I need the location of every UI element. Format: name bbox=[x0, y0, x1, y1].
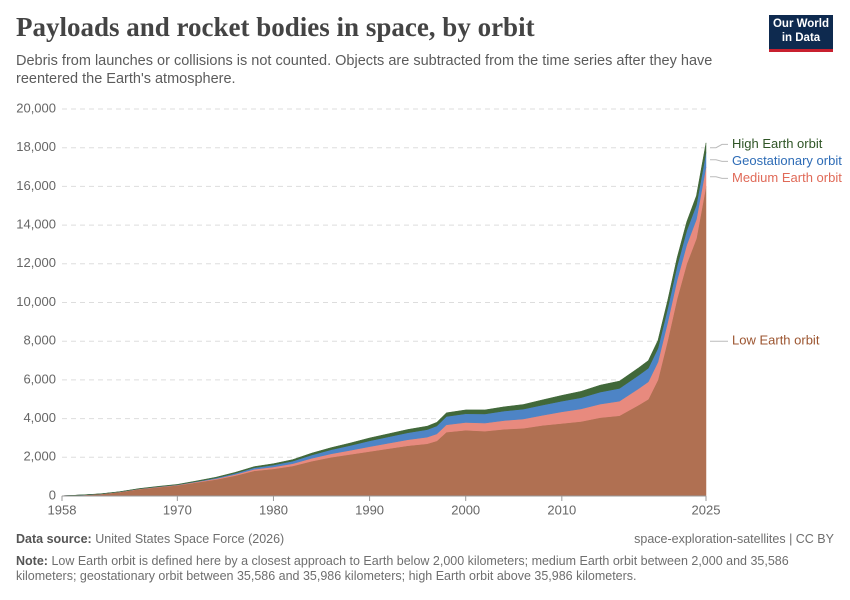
y-tick-label: 12,000 bbox=[16, 255, 56, 270]
area bbox=[61, 142, 707, 497]
note: Note: Low Earth orbit is defined here by… bbox=[16, 554, 834, 584]
y-tick-label: 0 bbox=[49, 487, 56, 502]
y-tick-label: 18,000 bbox=[16, 139, 56, 154]
url: space-exploration-satellites | CC BY bbox=[634, 532, 834, 546]
x-tick-label: 1958 bbox=[48, 502, 77, 517]
logo: Our World in Data bbox=[769, 15, 833, 52]
y-tick-label: 4,000 bbox=[23, 410, 56, 425]
logo-text: in Data bbox=[781, 32, 821, 44]
y-tick-label: 6,000 bbox=[23, 371, 56, 386]
series-label: Geostationary orbit bbox=[732, 153, 842, 168]
footer: Data source: United States Space Force (… bbox=[16, 532, 834, 584]
label-connector bbox=[710, 176, 728, 179]
y-tick-label: 16,000 bbox=[16, 178, 56, 193]
x-tick-label: 1990 bbox=[355, 502, 384, 517]
note-text: Low Earth orbit is defined here by a clo… bbox=[16, 554, 789, 583]
label-connector bbox=[710, 159, 728, 162]
chart-subtitle: Debris from launches or collisions is no… bbox=[16, 53, 713, 87]
x-tick-label: 1970 bbox=[163, 502, 192, 517]
y-tick-label: 2,000 bbox=[23, 449, 56, 464]
source-label: Data source: bbox=[16, 532, 92, 546]
x-tick-label: 2010 bbox=[547, 502, 576, 517]
x-tick-label: 2025 bbox=[692, 502, 721, 517]
series-label: High Earth orbit bbox=[732, 136, 823, 151]
label-connector bbox=[710, 143, 728, 149]
x-tick-label: 1980 bbox=[259, 502, 288, 517]
chart-title: Payloads and rocket bodies in space, by … bbox=[16, 12, 535, 42]
series-label: Low Earth orbit bbox=[732, 333, 820, 348]
x-tick-label: 2000 bbox=[451, 502, 480, 517]
y-tick-label: 10,000 bbox=[16, 294, 56, 309]
source-text: United States Space Force (2026) bbox=[95, 532, 285, 546]
logo-text: Our World bbox=[772, 18, 829, 30]
y-tick-label: 20,000 bbox=[16, 100, 56, 115]
y-tick-label: 14,000 bbox=[16, 217, 56, 232]
note-label: Note: bbox=[16, 554, 48, 568]
source: Data source: United States Space Force (… bbox=[16, 532, 284, 547]
y-tick-label: 8,000 bbox=[23, 333, 56, 348]
source-line: Data source: United States Space Force (… bbox=[16, 532, 834, 547]
series-label: Medium Earth orbit bbox=[732, 170, 842, 185]
